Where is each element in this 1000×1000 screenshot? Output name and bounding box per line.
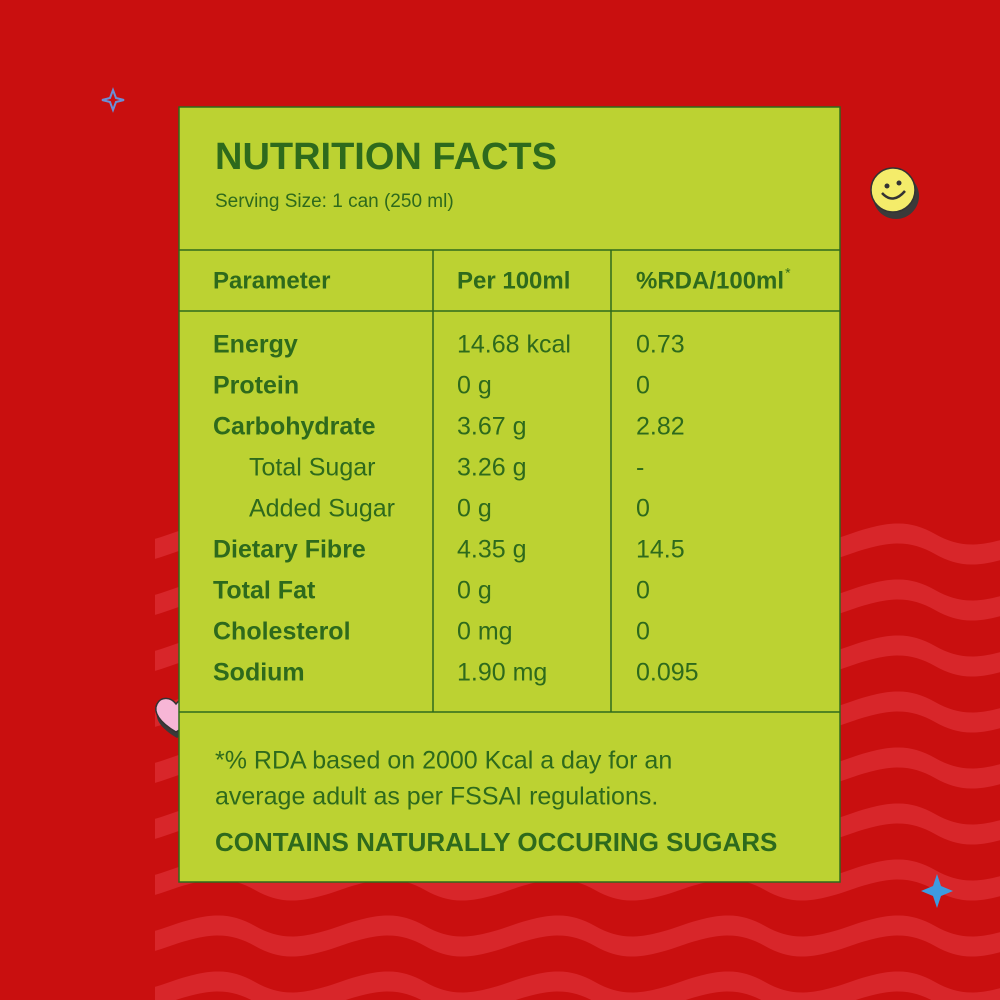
value: 0 g — [457, 495, 492, 523]
value: - — [636, 454, 644, 482]
sparkle — [921, 874, 953, 908]
parameter: Cholesterol — [213, 618, 351, 646]
value: 0 mg — [457, 618, 513, 646]
parameter: Protein — [213, 372, 299, 400]
column-header: Per 100ml — [457, 267, 570, 294]
sub-parameter: Total Sugar — [249, 454, 375, 482]
title: NUTRITION FACTS — [215, 136, 557, 178]
footnote: average adult as per FSSAI regulations. — [215, 783, 658, 811]
sub-parameter: Added Sugar — [249, 495, 395, 523]
value: 0 — [636, 577, 650, 605]
value: 3.67 g — [457, 413, 527, 441]
value: 0 g — [457, 577, 492, 605]
parameter: Energy — [213, 331, 298, 359]
notice: CONTAINS NATURALLY OCCURING SUGARS — [215, 827, 777, 857]
card — [178, 106, 841, 883]
header-mark: * — [785, 265, 791, 281]
value: 0 g — [457, 372, 492, 400]
footnote: *% RDA based on 2000 Kcal a day for an — [215, 747, 672, 775]
value: 14.5 — [636, 536, 685, 564]
column-header: Parameter — [213, 267, 330, 294]
column-header: %RDA/100ml — [636, 267, 784, 294]
value: 0.73 — [636, 331, 685, 359]
value: 3.26 g — [457, 454, 527, 482]
value: 1.90 mg — [457, 659, 547, 687]
serving-size: Serving Size: 1 can (250 ml) — [215, 191, 454, 212]
parameter: Carbohydrate — [213, 413, 376, 441]
sparkle — [101, 87, 125, 113]
value: 0 — [636, 495, 650, 523]
value: 0 — [636, 618, 650, 646]
value: 0.095 — [636, 659, 699, 687]
parameter: Dietary Fibre — [213, 536, 366, 564]
parameter: Sodium — [213, 659, 305, 687]
value: 4.35 g — [457, 536, 527, 564]
value: 2.82 — [636, 413, 685, 441]
value: 0 — [636, 372, 650, 400]
smiley-sticker — [870, 167, 919, 219]
parameter: Total Fat — [213, 577, 316, 605]
value: 14.68 kcal — [457, 331, 571, 359]
